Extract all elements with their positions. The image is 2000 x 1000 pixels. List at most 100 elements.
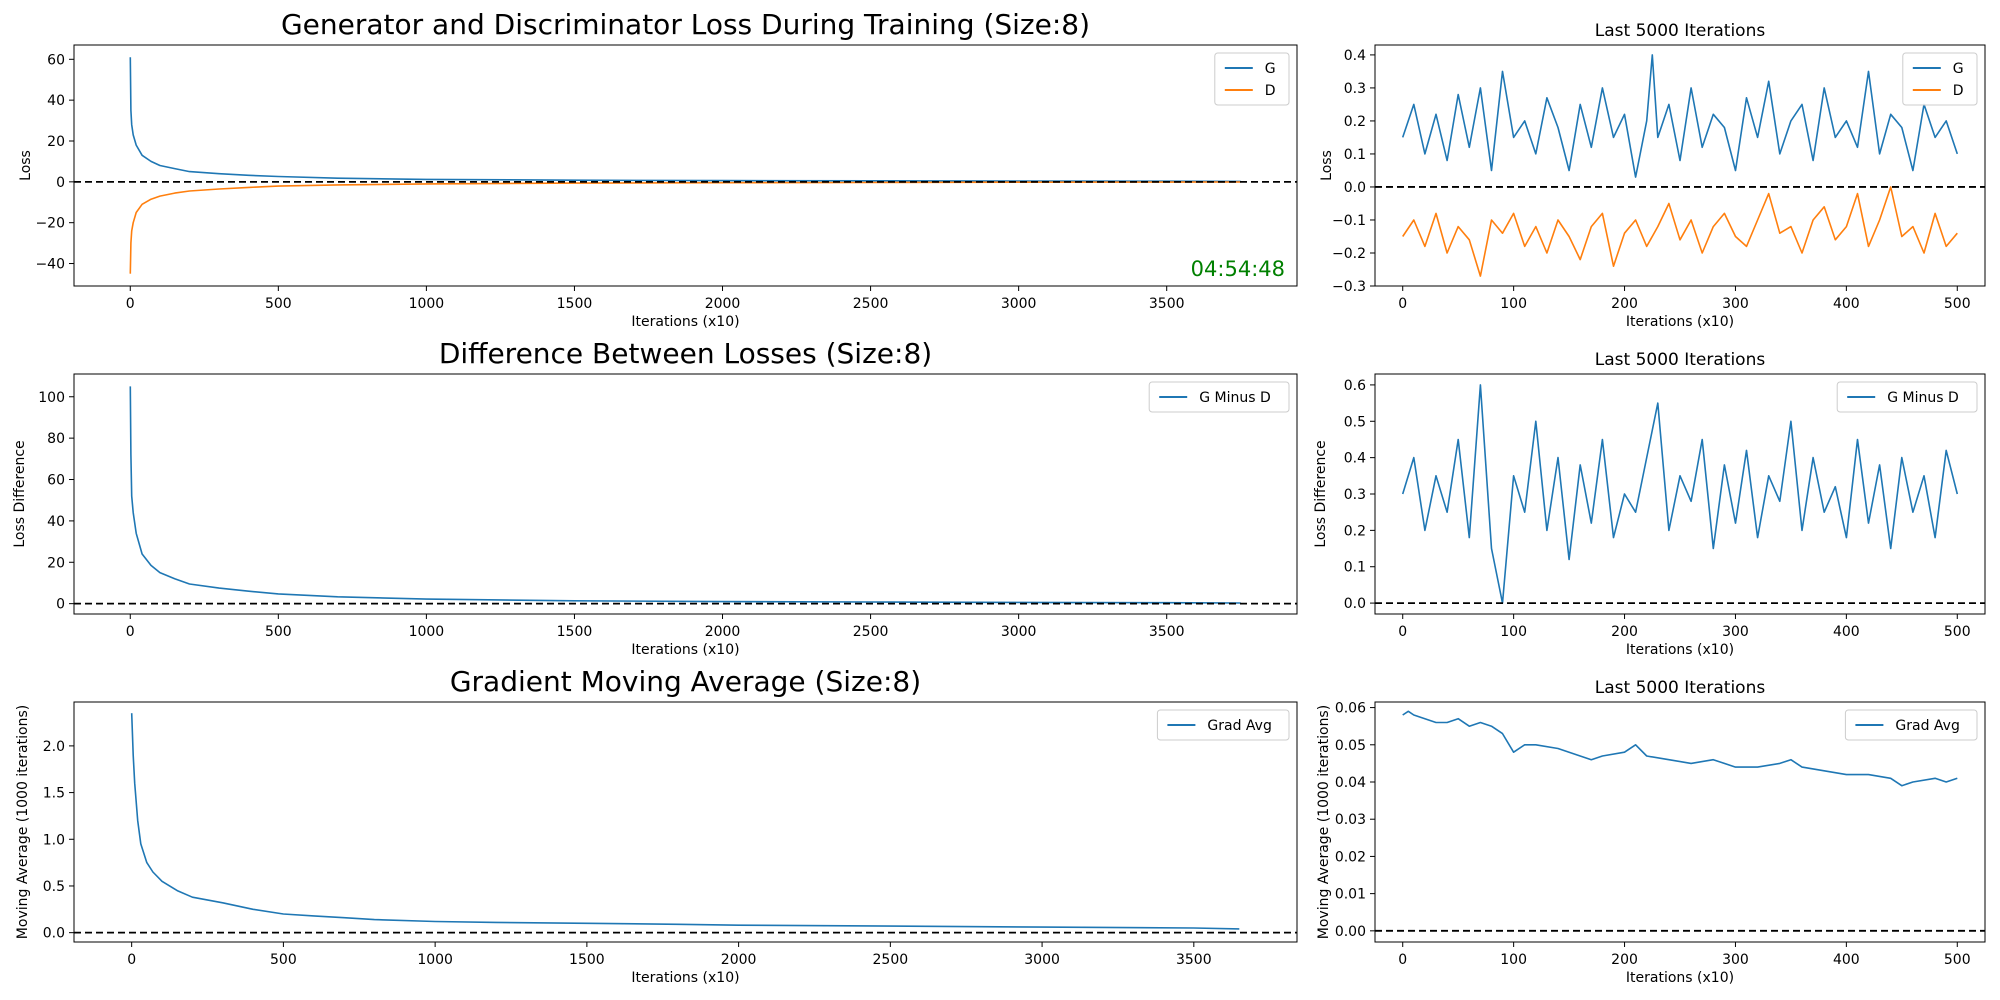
chart-title: Last 5000 Iterations [1595, 678, 1766, 698]
x-tick-label: 1000 [409, 296, 445, 312]
y-tick-label: 60 [47, 473, 65, 489]
x-tick-label: 2000 [721, 952, 757, 968]
y-tick-label: 2.0 [43, 739, 65, 755]
y-tick-label: 0.3 [1344, 81, 1366, 97]
y-tick-label: −20 [35, 216, 65, 232]
y-tick-label: 20 [47, 134, 65, 150]
y-tick-label: 0.1 [1344, 147, 1366, 163]
x-tick-label: 0 [1398, 624, 1407, 640]
y-tick-label: 0.1 [1344, 560, 1366, 576]
x-tick-label: 1500 [557, 624, 593, 640]
y-tick-label: 0.01 [1335, 887, 1366, 903]
x-axis-label: Iterations (x10) [631, 970, 739, 986]
x-tick-label: 400 [1833, 952, 1860, 968]
y-tick-label: 0.2 [1344, 114, 1366, 130]
x-tick-label: 3500 [1149, 624, 1185, 640]
y-tick-label: −40 [35, 257, 65, 273]
x-tick-label: 2500 [873, 952, 909, 968]
y-tick-label: 0.02 [1335, 849, 1366, 865]
x-tick-label: 300 [1722, 952, 1749, 968]
x-tick-label: 200 [1611, 952, 1638, 968]
x-tick-label: 3500 [1149, 296, 1185, 312]
axes-frame [1374, 373, 1986, 615]
x-tick-label: 200 [1611, 296, 1638, 312]
x-axis-label: Iterations (x10) [1626, 970, 1734, 986]
x-tick-label: 0 [126, 296, 135, 312]
x-tick-label: 500 [1944, 624, 1971, 640]
y-tick-label: 0.06 [1335, 701, 1366, 717]
x-tick-label: 500 [1944, 952, 1971, 968]
y-tick-label: 80 [47, 431, 65, 447]
legend-label: Grad Avg [1207, 718, 1271, 734]
y-tick-label: 0.0 [1344, 596, 1366, 612]
y-tick-label: 0.5 [1344, 414, 1366, 430]
legend: Grad Avg [1844, 709, 1978, 741]
legend-label: D [1265, 83, 1276, 99]
x-tick-label: 500 [265, 296, 292, 312]
series-line-grad-avg [1402, 710, 1958, 787]
y-tick-label: 40 [47, 93, 65, 109]
x-tick-label: 1500 [569, 952, 605, 968]
y-tick-label: 0.0 [1344, 180, 1366, 196]
x-tick-label: 2000 [705, 624, 741, 640]
elapsed-timer: 04:54:48 [1191, 257, 1285, 281]
legend-label: G Minus D [1199, 390, 1271, 406]
x-tick-label: 500 [265, 624, 292, 640]
y-tick-label: −0.1 [1332, 213, 1366, 229]
y-tick-label: −0.2 [1332, 246, 1366, 262]
chart-title: Last 5000 Iterations [1595, 21, 1766, 41]
x-tick-label: 0 [127, 952, 136, 968]
x-tick-label: 300 [1722, 296, 1749, 312]
x-tick-label: 3000 [1024, 952, 1060, 968]
chart-title: Gradient Moving Average (Size:8) [450, 665, 921, 698]
legend: G Minus D [1148, 381, 1290, 413]
diff_full-chart: Difference Between Losses (Size:8) 0 500 10… [12, 337, 1298, 658]
x-tick-label: 2500 [853, 624, 889, 640]
axes-frame [73, 44, 1298, 287]
x-tick-label: 2000 [705, 296, 741, 312]
y-tick-label: 20 [47, 555, 65, 571]
x-axis-label: Iterations (x10) [1626, 642, 1734, 658]
y-tick-label: 0.00 [1335, 924, 1366, 940]
legend: GD [1214, 52, 1290, 106]
series-line-grad-avg [130, 713, 1240, 930]
x-tick-label: 500 [1944, 296, 1971, 312]
series-line-d [129, 181, 1241, 274]
y-tick-label: 0.2 [1344, 523, 1366, 539]
x-tick-label: 100 [1500, 296, 1527, 312]
series-line-d [1402, 186, 1958, 277]
y-tick-label: 60 [47, 52, 65, 68]
legend: GD [1902, 52, 1978, 106]
y-tick-label: 1.5 [43, 786, 65, 802]
y-axis-label: Loss [18, 150, 34, 181]
x-tick-label: 2500 [853, 296, 889, 312]
legend-box [1148, 381, 1290, 413]
x-tick-label: 100 [1500, 624, 1527, 640]
x-tick-label: 400 [1833, 296, 1860, 312]
x-tick-label: 3000 [1001, 624, 1037, 640]
legend-box [1844, 709, 1978, 741]
x-tick-label: 0 [1398, 296, 1407, 312]
y-axis-label: Loss [1319, 150, 1335, 181]
y-tick-label: 0.4 [1344, 48, 1366, 64]
x-tick-label: 1000 [409, 624, 445, 640]
x-tick-label: 300 [1722, 624, 1749, 640]
x-axis-label: Iterations (x10) [1626, 314, 1734, 330]
series-line-g [1401, 54, 1959, 178]
legend-box [1214, 52, 1290, 106]
x-tick-label: 3000 [1001, 296, 1037, 312]
y-tick-label: 0.4 [1344, 451, 1366, 467]
y-tick-label: 1.0 [43, 832, 65, 848]
legend-box [1902, 52, 1978, 106]
chart-title: Generator and Discriminator Loss During … [281, 8, 1090, 41]
legend-label: Grad Avg [1895, 718, 1959, 734]
chart-title: Difference Between Losses (Size:8) [439, 337, 932, 370]
legend: G Minus D [1836, 381, 1978, 413]
x-tick-label: 200 [1611, 624, 1638, 640]
x-tick-label: 3500 [1176, 952, 1212, 968]
legend-label: G [1265, 61, 1276, 77]
y-tick-label: 100 [38, 390, 65, 406]
y-tick-label: 0.6 [1344, 378, 1366, 394]
y-tick-label: 0.04 [1335, 775, 1366, 791]
